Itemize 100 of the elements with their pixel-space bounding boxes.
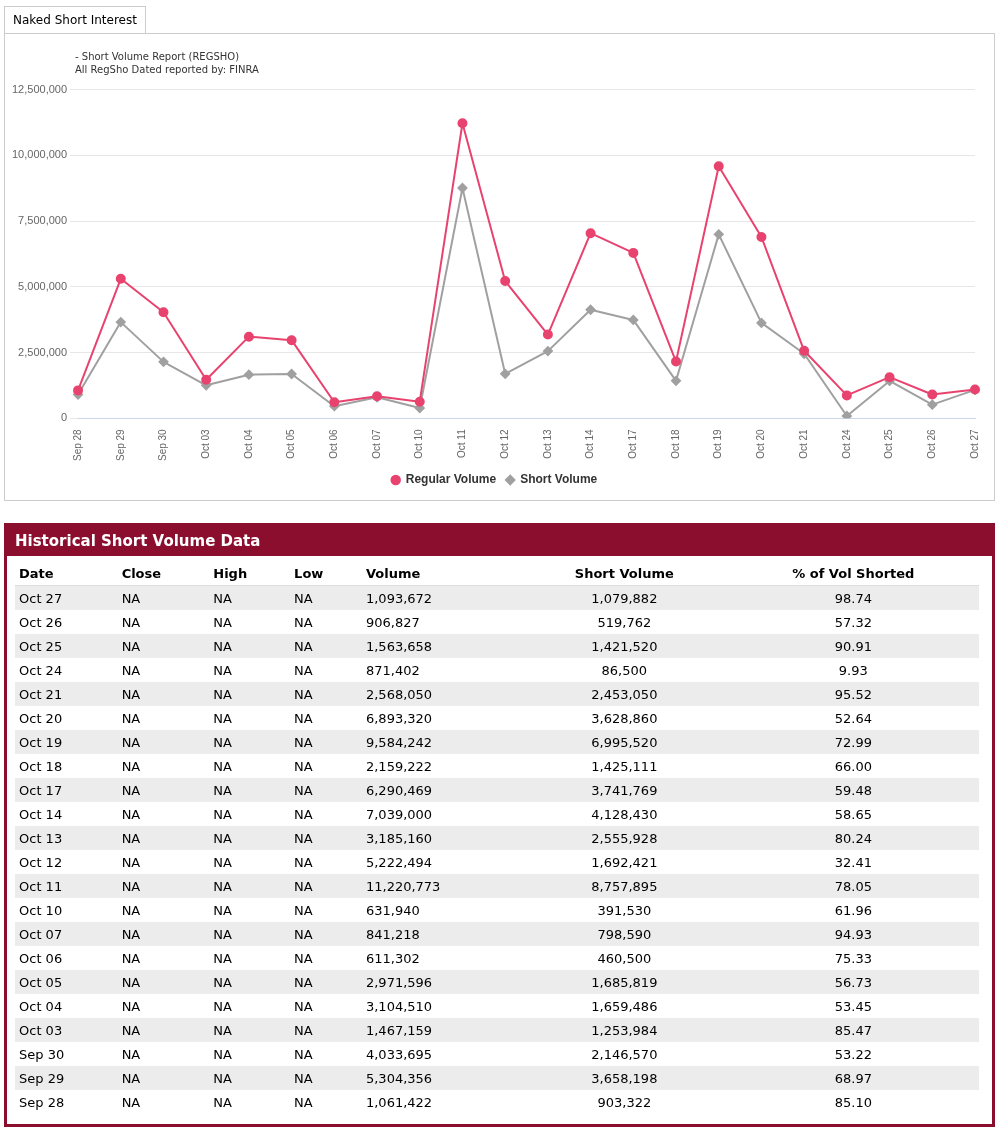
data-label: NA [293,949,314,968]
data-label: 1,061,422 [364,1093,434,1112]
data-label: NA [209,874,291,898]
category-label: Oct 17 [15,778,118,802]
category-label: Oct 12 [18,853,64,872]
data-label: NA [120,1093,142,1112]
category-label: Oct 27 [15,585,118,610]
data-label: 3,104,510 [364,997,434,1016]
data-label: 94.93 [727,922,979,946]
data-label: NA [290,970,362,994]
data-label: 52.64 [833,709,873,728]
x-tick-label: Oct 07 [370,428,382,459]
x-tick-label: Oct 03 [199,428,211,459]
data-label: NA [120,757,142,776]
data-label: NA [117,585,210,610]
y-tick-label: 2,500,000 [18,345,68,358]
data-label: 53.22 [833,1045,873,1064]
data-label: 61.96 [833,901,873,920]
data-label: NA [290,1018,362,1042]
data-label: 519,762 [596,613,653,632]
data-label: NA [212,901,233,920]
data-label: 841,218 [361,922,522,946]
x-tick-label: Oct 18 [669,428,681,459]
category-label: Oct 18 [18,757,64,776]
data-label: 4,033,695 [364,1045,434,1064]
data-label: NA [120,613,142,632]
data-label: NA [120,901,142,920]
y-tick-label: 0 [60,411,68,424]
data-label: NA [293,901,314,920]
data-label: 1,685,819 [521,970,728,994]
data-label: NA [209,730,291,754]
data-label: NA [212,1093,233,1112]
data-label: NA [120,805,142,824]
x-tick-label: Oct 20 [755,428,767,459]
data-label: 72.99 [727,730,979,754]
data-label: NA [209,970,291,994]
y-tick-label: 7,500,000 [18,214,68,227]
data-label: 98.74 [727,585,979,610]
data-label: NA [117,1018,210,1042]
data-label: 4,128,430 [590,805,659,824]
data-label: NA [209,1066,291,1090]
data-label: 1,421,520 [521,634,728,658]
text: Naked Short Interest [4,6,146,33]
data-label: NA [209,1018,291,1042]
data-label: 6,893,320 [364,709,434,728]
data-label: 59.48 [727,778,979,802]
data-label: NA [290,874,362,898]
data-label: NA [212,613,233,632]
data-label: 1,093,672 [361,585,522,610]
data-label: 68.97 [727,1066,979,1090]
data-label: 903,322 [596,1093,653,1112]
data-label: 95.52 [727,682,979,706]
data-label: NA [120,661,142,680]
data-label: NA [293,805,314,824]
data-label: 9.93 [837,661,869,680]
category-label: Oct 13 [15,826,118,850]
data-label: NA [117,1066,210,1090]
data-label: NA [293,853,314,872]
data-label: 53.45 [833,997,873,1016]
data-label: 86,500 [600,661,649,680]
x-tick-label: Oct 26 [926,428,938,459]
data-label: NA [290,922,362,946]
x-tick-label: Oct 13 [541,428,553,459]
data-label: NA [209,826,291,850]
data-label: NA [293,1093,314,1112]
category-label: Oct 26 [18,613,64,632]
category-label: Oct 19 [15,730,118,754]
data-label: NA [212,709,233,728]
data-label: 58.65 [833,805,873,824]
data-label: 2,146,570 [590,1045,659,1064]
data-label: 460,500 [596,949,653,968]
data-label: 1,563,658 [361,634,522,658]
data-label: 871,402 [364,661,421,680]
data-label: NA [212,1045,233,1064]
x-tick-label: Oct 10 [413,428,425,459]
data-label: 1,425,111 [590,757,659,776]
x-tick-label: Oct 27 [968,428,980,459]
y-tick-label: 12,500,000 [11,82,68,95]
text: Close [117,562,210,586]
data-label: NA [120,949,142,968]
data-label: 5,304,356 [361,1066,522,1090]
data-label: NA [290,730,362,754]
series-label: % of Vol Shorted [727,562,979,586]
data-label: 1,659,486 [590,997,659,1016]
category-label: Oct 11 [15,874,118,898]
data-label: 2,159,222 [364,757,434,776]
category-label: Oct 21 [15,682,118,706]
category-label: Oct 04 [18,997,64,1016]
data-label: 611,302 [364,949,421,968]
data-label: 56.73 [727,970,979,994]
data-label: NA [293,613,314,632]
data-label: 85.10 [833,1093,873,1112]
data-label: NA [293,997,314,1016]
category-label: Oct 20 [18,709,64,728]
data-label: 78.05 [727,874,979,898]
data-label: NA [290,778,362,802]
data-label: 8,757,895 [521,874,728,898]
category-label: Oct 03 [15,1018,118,1042]
data-label: NA [209,585,291,610]
data-label: NA [117,874,210,898]
